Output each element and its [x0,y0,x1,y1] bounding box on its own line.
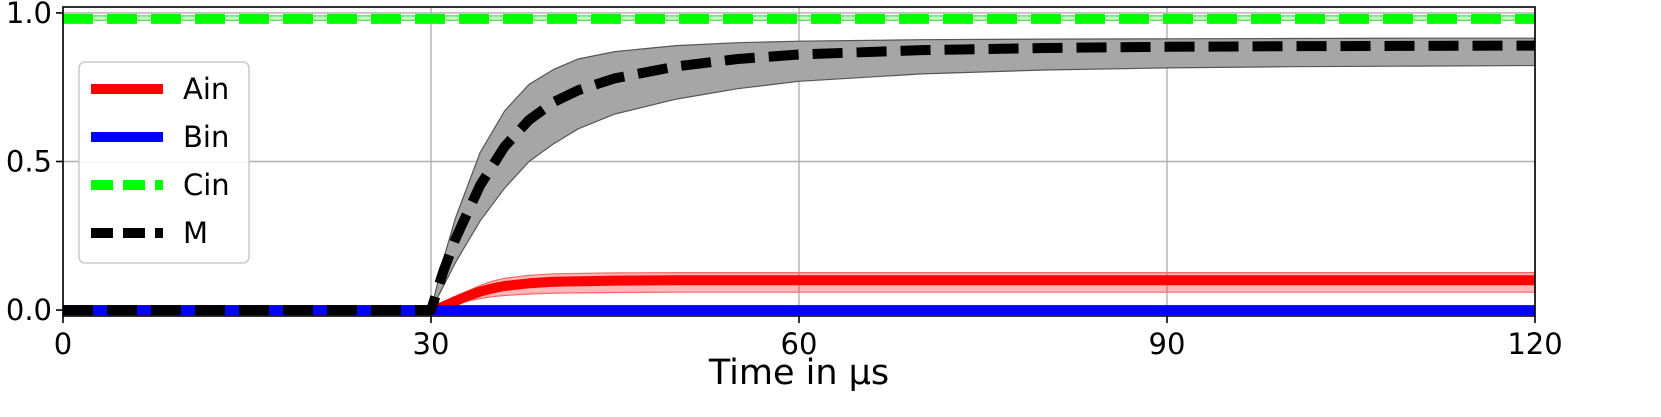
legend: Ain Bin Cin M [78,61,250,264]
x-tick-label: 90 [1149,327,1186,361]
legend-label-ain: Ain [183,72,229,106]
x-tick-label: 60 [781,327,818,361]
y-tick-label: 0.0 [6,293,52,327]
x-axis-title: Time in μs [708,353,889,393]
series-lines [63,13,1536,316]
x-tick-label: 120 [1507,327,1562,361]
legend-label-bin: Bin [183,120,229,154]
legend-box [78,61,250,264]
legend-label-cin: Cin [183,168,230,202]
x-tick-label: 30 [413,327,450,361]
x-tick-label: 0 [54,327,72,361]
y-tick-label: 1.0 [6,0,52,30]
axis-ticks: 0 30 60 90 120 0.0 0.5 1.0 [6,0,1563,361]
series-line-m [63,40,1536,316]
y-tick-label: 0.5 [6,145,52,179]
series-line-ain [63,275,1535,316]
legend-label-m: M [183,216,208,250]
